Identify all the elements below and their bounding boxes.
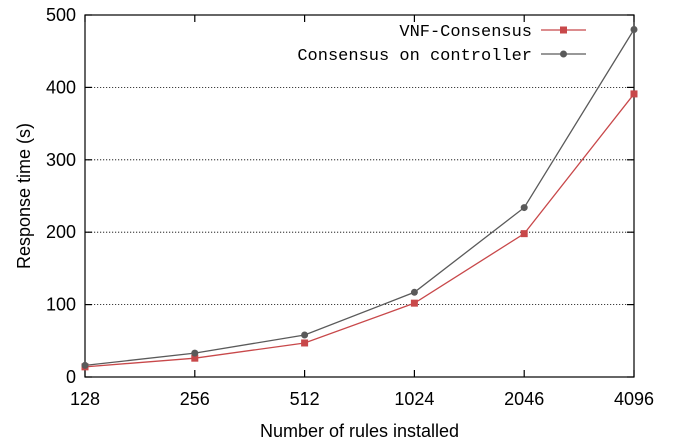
series-2 xyxy=(81,25,638,369)
data-point xyxy=(191,349,199,357)
legend-entry: VNF-Consensus xyxy=(399,23,586,42)
series-1 xyxy=(81,90,638,371)
y-tick-label: 400 xyxy=(46,77,76,97)
y-tick-label: 300 xyxy=(46,150,76,170)
legend-label: Consensus on controller xyxy=(297,47,532,66)
data-point xyxy=(410,299,418,307)
series-line xyxy=(84,29,635,367)
y-tick-label: 100 xyxy=(46,295,76,315)
plot-frame xyxy=(84,14,635,378)
legend: VNF-Consensus Consensus on controller xyxy=(297,23,586,66)
y-tick-label: 500 xyxy=(46,5,76,25)
legend-marker xyxy=(560,26,567,34)
x-tick-label: 2046 xyxy=(504,389,544,409)
x-tick-label: 1024 xyxy=(394,389,434,409)
grid-lines xyxy=(85,87,634,306)
legend-label: VNF-Consensus xyxy=(399,23,532,42)
y-tick-label: 200 xyxy=(46,222,76,242)
data-point xyxy=(81,361,89,369)
x-tick-label: 4096 xyxy=(614,389,654,409)
legend-marker xyxy=(560,50,567,58)
data-point xyxy=(410,288,418,296)
y-axis-label: Response time (s) xyxy=(14,123,34,269)
y-tick-label: 0 xyxy=(66,367,76,387)
y-axis-ticks: 0 100 200 300 400 500 xyxy=(46,5,634,387)
x-tick-label: 512 xyxy=(290,389,320,409)
data-point xyxy=(630,25,638,33)
x-axis-ticks: 128 256 512 1024 2046 4096 xyxy=(70,15,654,409)
x-tick-label: 128 xyxy=(70,389,100,409)
data-point xyxy=(630,90,638,98)
data-point xyxy=(301,331,309,339)
data-point xyxy=(520,204,528,212)
legend-entry: Consensus on controller xyxy=(297,47,586,66)
data-point xyxy=(520,230,528,238)
x-axis-label: Number of rules installed xyxy=(260,421,459,441)
data-series xyxy=(81,25,638,371)
series-line xyxy=(84,93,635,368)
data-point xyxy=(301,339,309,347)
data-point xyxy=(191,354,199,362)
x-tick-label: 256 xyxy=(180,389,210,409)
